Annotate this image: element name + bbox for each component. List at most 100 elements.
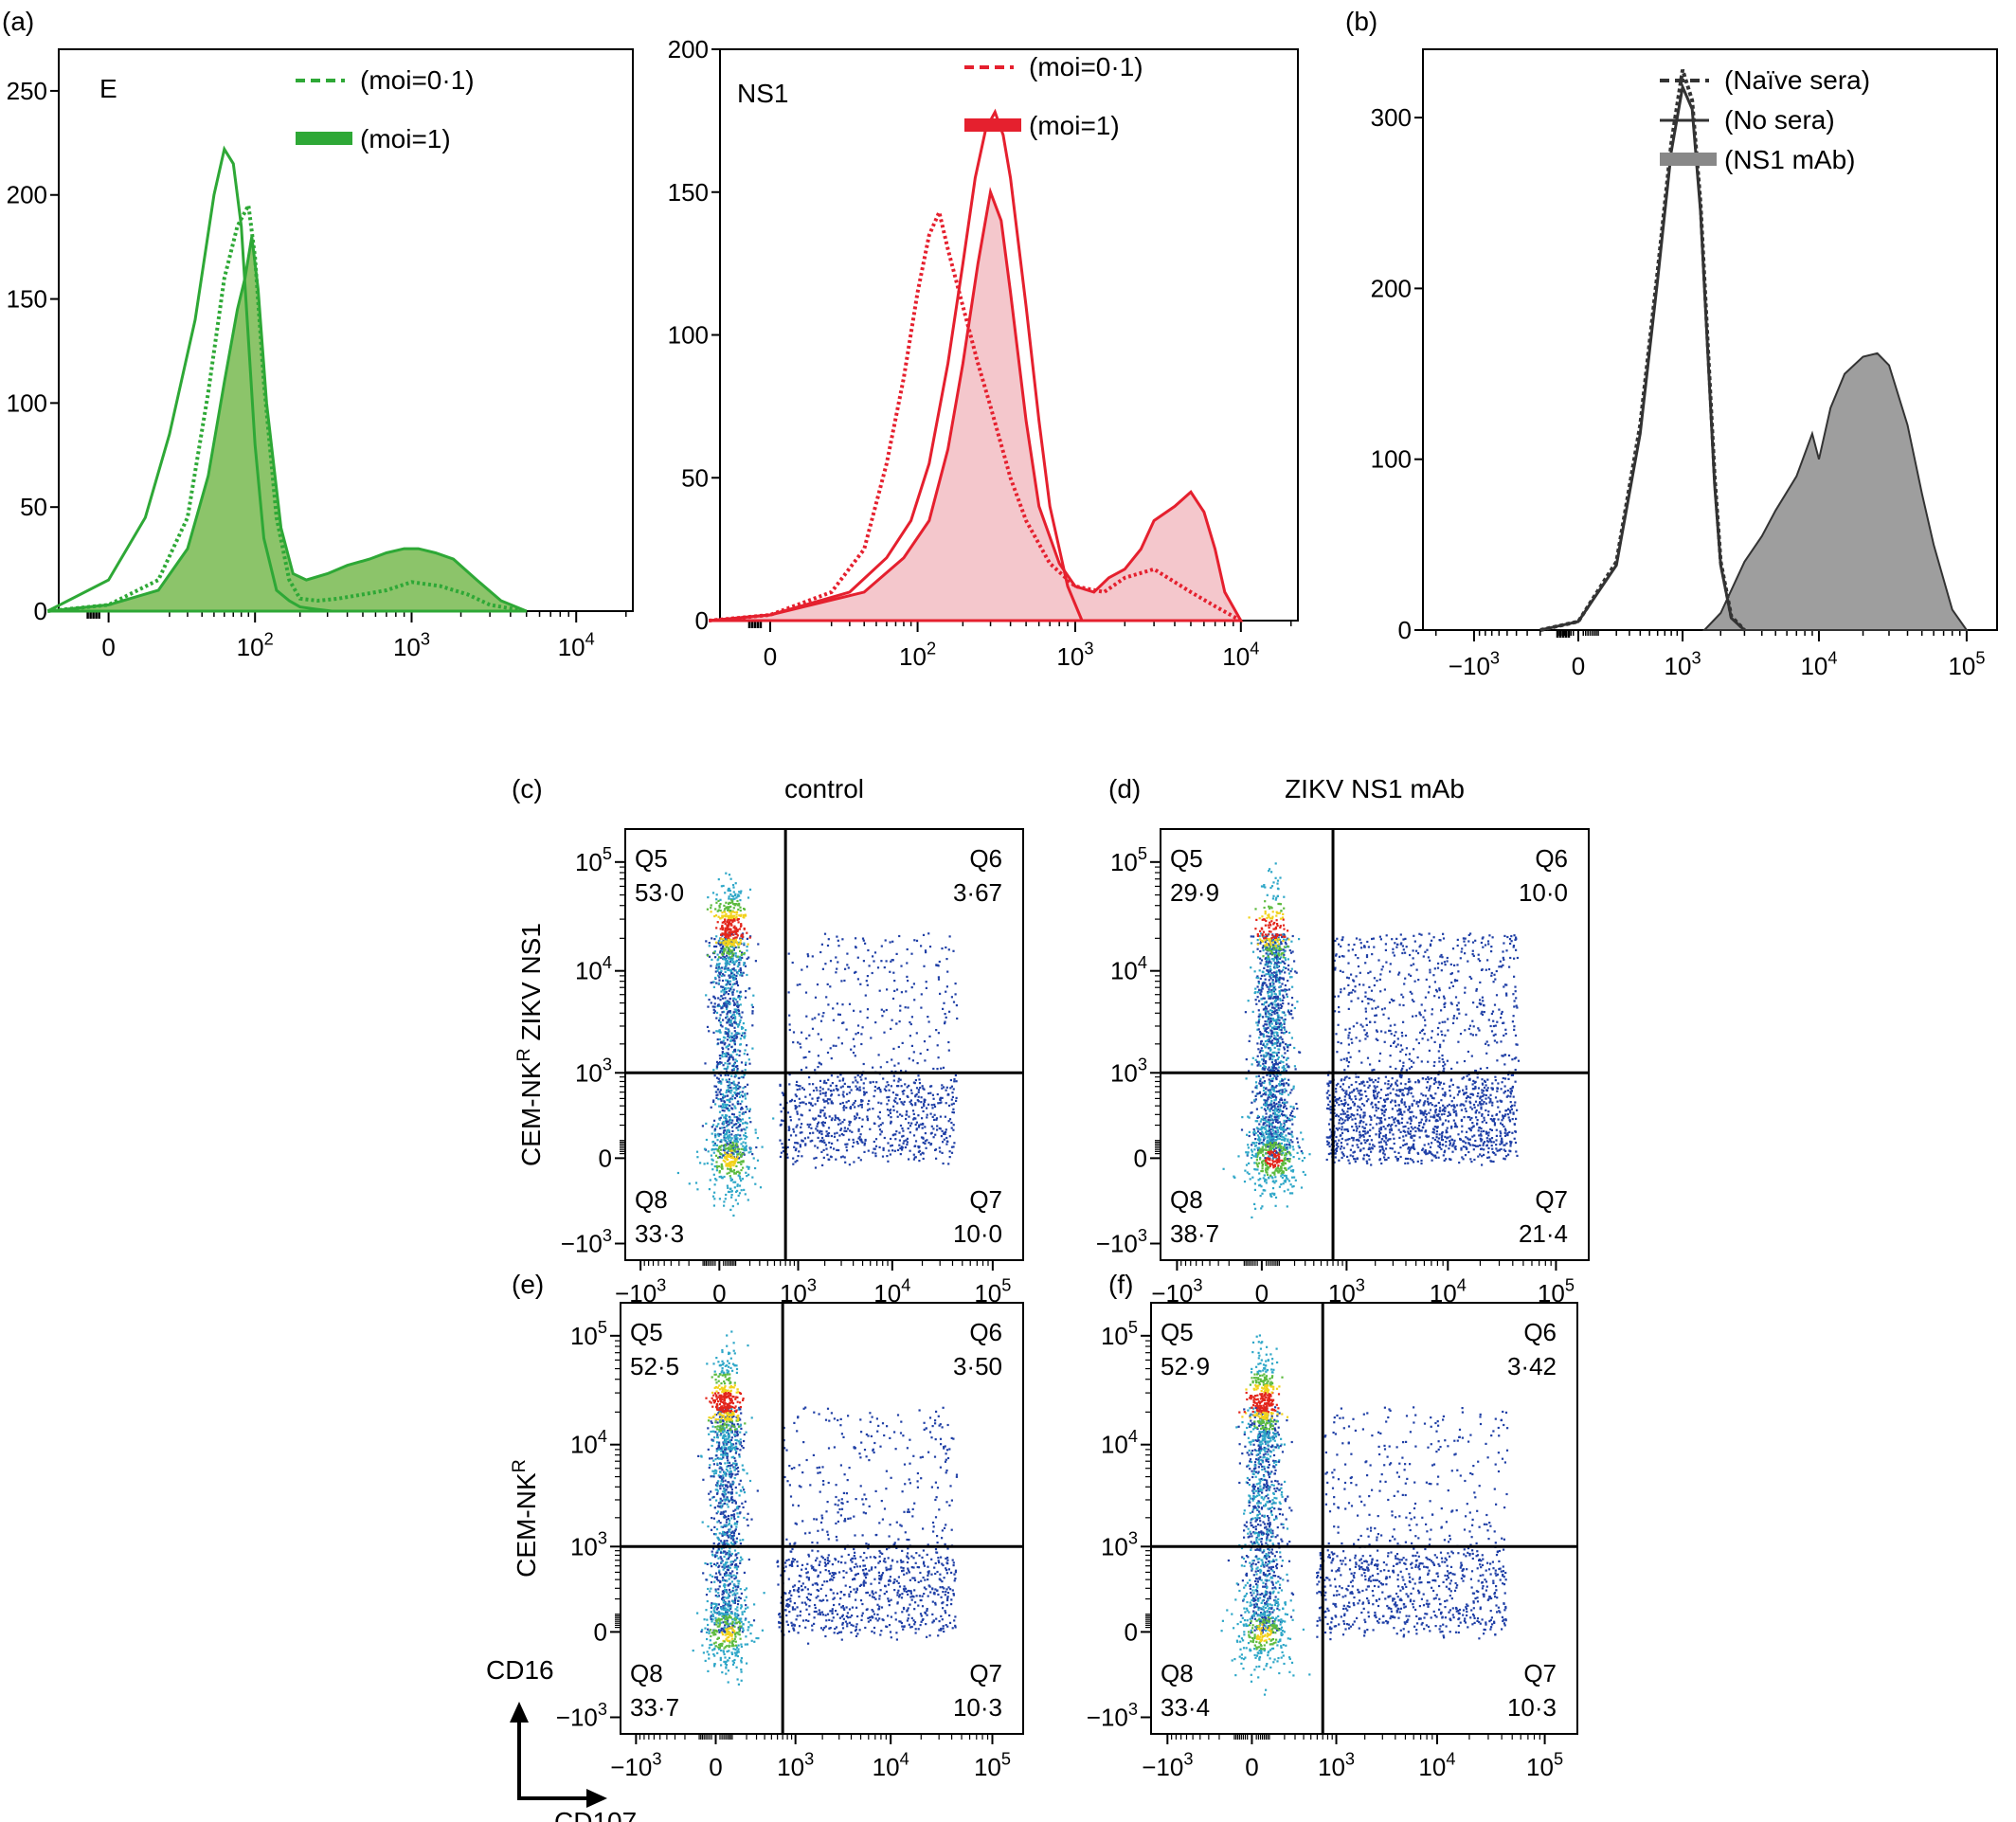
event-dot: [731, 930, 734, 933]
event-dot: [724, 962, 727, 965]
event-dot: [1412, 949, 1414, 952]
event-dot: [723, 1204, 726, 1207]
event-dot: [733, 1162, 736, 1164]
event-dot: [737, 1117, 740, 1120]
event-dot: [1374, 1114, 1377, 1117]
event-dot: [729, 1169, 733, 1173]
event-dot: [1475, 987, 1478, 991]
event-dot: [1480, 1106, 1483, 1109]
event-dot: [734, 936, 737, 939]
event-dot: [1278, 1028, 1281, 1031]
y-tick-label: 0: [34, 597, 47, 625]
quadrant-value: 10·0: [953, 1219, 1002, 1248]
event-dot: [1477, 1027, 1480, 1030]
event-dot: [727, 932, 729, 935]
event-dot: [711, 892, 715, 894]
event-dot: [733, 1091, 736, 1094]
event-dot: [820, 1132, 823, 1136]
event-dot: [725, 1156, 728, 1159]
event-dot: [739, 941, 742, 944]
event-dot: [736, 1170, 739, 1173]
event-dot: [909, 1089, 912, 1091]
event-dot: [735, 1116, 738, 1119]
event-dot: [1283, 1126, 1286, 1128]
event-dot: [852, 1103, 855, 1106]
event-dot: [800, 1046, 802, 1049]
event-dot: [1488, 1138, 1491, 1141]
event-dot: [1442, 1065, 1445, 1068]
event-dot: [1444, 1001, 1447, 1004]
event-dot: [733, 1186, 736, 1189]
event-dot: [835, 956, 837, 959]
event-dot: [716, 1038, 719, 1041]
event-dot: [721, 924, 724, 928]
event-dot: [1496, 1100, 1499, 1103]
event-dot: [1467, 1138, 1470, 1141]
event-dot: [1283, 1022, 1286, 1025]
event-dot: [1344, 1102, 1347, 1105]
event-dot: [1359, 1134, 1362, 1137]
event-dot: [729, 1091, 732, 1094]
event-dot: [1429, 959, 1431, 962]
event-dot: [726, 943, 729, 947]
event-dot: [1441, 1132, 1444, 1135]
event-dot: [1290, 1013, 1293, 1016]
event-dot: [705, 1138, 708, 1142]
event-dot: [1437, 1101, 1440, 1105]
event-dot: [1454, 1146, 1457, 1148]
event-dot: [735, 1009, 738, 1013]
event-dot: [1389, 1055, 1392, 1057]
event-dot: [1375, 1007, 1377, 1010]
event-dot: [729, 1097, 732, 1100]
event-dot: [1347, 1060, 1351, 1064]
event-dot: [1496, 1087, 1499, 1090]
event-dot: [1479, 999, 1482, 1001]
event-dot: [1281, 1114, 1284, 1117]
event-dot: [735, 1059, 738, 1063]
event-dot: [1286, 988, 1288, 991]
event-dot: [1512, 945, 1516, 947]
event-dot: [1398, 1089, 1401, 1091]
event-dot: [741, 1011, 744, 1014]
event-dot: [1424, 1019, 1427, 1021]
event-dot: [725, 983, 728, 986]
event-dot: [732, 1011, 735, 1014]
event-dot: [1431, 1159, 1433, 1162]
event-dot: [818, 1114, 820, 1117]
event-dot: [1496, 1059, 1499, 1062]
event-dot: [818, 1096, 820, 1099]
event-dot: [789, 1134, 793, 1137]
event-dot: [736, 904, 739, 907]
event-dot: [1409, 1158, 1412, 1161]
event-dot: [731, 1144, 734, 1146]
event-dot: [1429, 968, 1431, 971]
event-dot: [1379, 1119, 1382, 1122]
event-dot: [1479, 1067, 1482, 1070]
event-dot: [1341, 1126, 1343, 1128]
event-dot: [789, 1115, 792, 1118]
event-dot: [1335, 1098, 1338, 1101]
event-dot: [1477, 1129, 1480, 1132]
event-dot: [1423, 1102, 1426, 1105]
event-dot: [880, 1008, 883, 1011]
event-dot: [1266, 1007, 1269, 1010]
event-dot: [732, 988, 735, 991]
event-dot: [740, 1016, 743, 1019]
event-dot: [714, 1178, 717, 1181]
event-dot: [868, 965, 871, 967]
event-dot: [1441, 1134, 1444, 1137]
event-dot: [1334, 1152, 1337, 1155]
event-dot: [728, 1100, 731, 1103]
event-dot: [1350, 1136, 1354, 1139]
event-dot: [899, 1147, 902, 1150]
event-dot: [1277, 1004, 1280, 1007]
event-dot: [729, 968, 731, 971]
event-dot: [884, 939, 887, 942]
event-dot: [917, 1150, 920, 1153]
event-dot: [920, 945, 923, 947]
event-dot: [907, 980, 909, 983]
event-dot: [1473, 1134, 1476, 1137]
event-dot: [727, 957, 729, 960]
event-dot: [716, 963, 719, 965]
